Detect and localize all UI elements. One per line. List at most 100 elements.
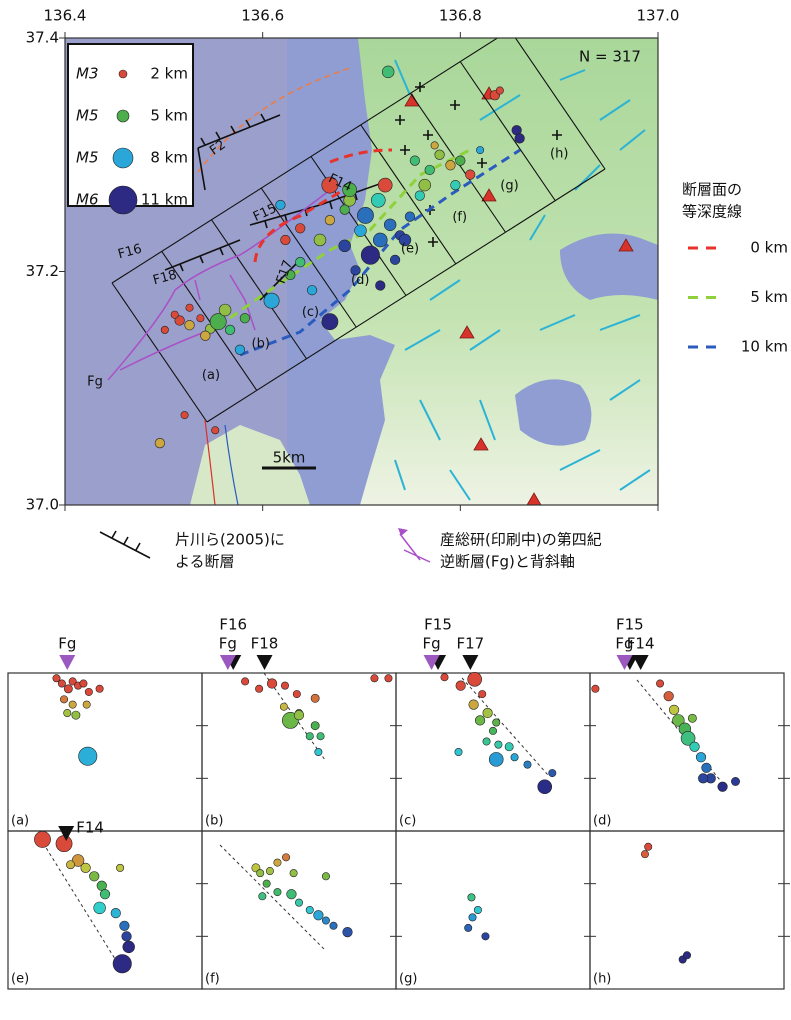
section-event bbox=[489, 727, 496, 734]
section-event bbox=[455, 748, 462, 755]
legend-depth: 11 km bbox=[141, 191, 188, 209]
section-event bbox=[311, 694, 319, 702]
section-event bbox=[287, 889, 297, 899]
section-event bbox=[479, 690, 486, 697]
section-event bbox=[511, 754, 518, 761]
event bbox=[355, 225, 367, 237]
section-event bbox=[731, 777, 739, 785]
section-event bbox=[255, 685, 262, 692]
section-label: (c) bbox=[302, 305, 319, 320]
section-event bbox=[280, 703, 287, 710]
section-event bbox=[549, 769, 556, 776]
event bbox=[314, 234, 326, 246]
section-event bbox=[281, 682, 288, 689]
x-tick-label: 137.0 bbox=[637, 7, 680, 25]
event bbox=[476, 146, 483, 153]
section-event bbox=[702, 763, 712, 773]
section-event bbox=[489, 752, 503, 766]
event bbox=[307, 285, 317, 295]
fault-marker-label: Fg bbox=[422, 635, 440, 653]
section-event bbox=[343, 927, 353, 937]
section-event bbox=[293, 690, 300, 697]
event bbox=[431, 142, 438, 149]
fault-marker bbox=[462, 655, 478, 670]
event bbox=[281, 235, 291, 245]
event bbox=[419, 179, 431, 191]
event bbox=[212, 427, 219, 434]
section-panel-label: (g) bbox=[399, 972, 417, 987]
y-tick-label: 37.0 bbox=[26, 496, 59, 514]
section-panel bbox=[396, 673, 590, 831]
section-event bbox=[482, 933, 489, 940]
event bbox=[378, 178, 392, 192]
legend-swatch bbox=[109, 186, 137, 214]
section-event bbox=[474, 906, 481, 913]
fault-marker bbox=[59, 655, 75, 670]
section-event bbox=[56, 836, 72, 852]
figure: 5km N = 317 136.4136.6136.8137.037.037.2… bbox=[0, 0, 791, 1016]
section-event bbox=[295, 899, 302, 906]
section-event bbox=[123, 941, 135, 953]
event bbox=[515, 134, 525, 144]
x-tick-label: 136.6 bbox=[241, 7, 284, 25]
section-event bbox=[116, 864, 123, 871]
y-tick-label: 37.4 bbox=[26, 29, 59, 47]
section-event bbox=[85, 688, 92, 695]
section-event bbox=[83, 701, 90, 708]
section-label: (h) bbox=[550, 147, 568, 162]
event bbox=[415, 191, 425, 201]
section-panel bbox=[590, 673, 784, 831]
event bbox=[325, 215, 335, 225]
event bbox=[161, 326, 168, 333]
legend-depth: 2 km bbox=[150, 65, 188, 83]
section-event bbox=[274, 859, 281, 866]
y-tick-label: 37.2 bbox=[26, 262, 59, 280]
event bbox=[171, 311, 178, 318]
fault-marker-label: Fg bbox=[219, 635, 237, 653]
fault-marker-label: F15 bbox=[424, 616, 452, 634]
section-event bbox=[290, 869, 297, 876]
section-event bbox=[267, 679, 277, 689]
event bbox=[197, 315, 204, 322]
legend-magnitude: M5 bbox=[76, 149, 99, 167]
section-event bbox=[72, 711, 80, 719]
legend-magnitude: M3 bbox=[76, 65, 99, 83]
legend-swatch bbox=[113, 148, 133, 168]
event bbox=[339, 240, 351, 252]
section-event bbox=[311, 722, 319, 730]
legend-swatch bbox=[119, 70, 127, 78]
section-event bbox=[468, 894, 475, 901]
event bbox=[295, 224, 305, 234]
section-event bbox=[317, 733, 324, 740]
section-event bbox=[483, 708, 493, 718]
contour-legend-label: 10 km bbox=[741, 338, 788, 356]
section-event bbox=[294, 710, 304, 720]
section-event bbox=[641, 850, 648, 857]
fault-marker-label: F17 bbox=[457, 635, 485, 653]
event bbox=[375, 281, 385, 291]
section-event bbox=[538, 780, 552, 794]
event bbox=[435, 150, 445, 160]
section-panel-label: (c) bbox=[399, 814, 416, 829]
section-event bbox=[282, 854, 289, 861]
section-event bbox=[669, 705, 679, 715]
event bbox=[425, 165, 435, 175]
page: {"map": { "xlim": [136.4, 137.0], "ylim"… bbox=[0, 0, 791, 1020]
event bbox=[240, 313, 250, 323]
section-event bbox=[322, 917, 329, 924]
section-panel-label: (f) bbox=[205, 972, 220, 987]
section-label: (d) bbox=[351, 273, 369, 288]
section-event bbox=[122, 932, 132, 942]
fault-marker-label: F14 bbox=[76, 819, 104, 837]
event bbox=[390, 255, 400, 265]
legend-depth: 8 km bbox=[150, 149, 188, 167]
event bbox=[181, 411, 188, 418]
event bbox=[322, 314, 338, 330]
section-label: (a) bbox=[202, 368, 220, 383]
section-event bbox=[96, 685, 103, 692]
section-event bbox=[263, 880, 270, 887]
fault-legend-text: 片川ら(2005)に bbox=[175, 531, 285, 549]
map-base bbox=[65, 30, 658, 505]
section-event bbox=[69, 701, 76, 708]
event bbox=[295, 257, 305, 267]
